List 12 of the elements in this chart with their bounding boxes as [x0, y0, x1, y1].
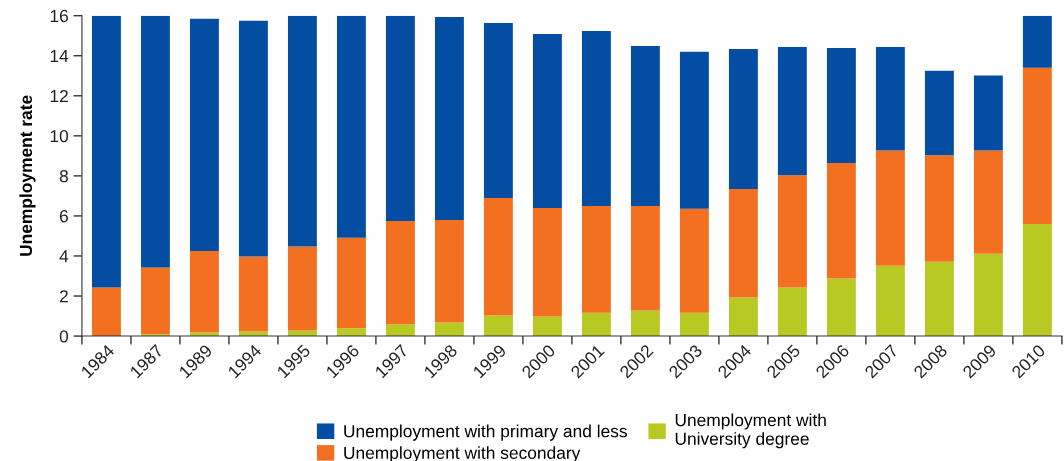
y-tick-label: 6	[59, 210, 68, 223]
y-tick-label: 4	[59, 250, 69, 263]
y-tick-label: 2	[59, 290, 68, 303]
legend-label: Unemployment with University degree	[675, 413, 826, 449]
y-tick-label: 10	[50, 129, 69, 143]
y-tick-label: 16	[50, 9, 68, 23]
y-tick-label: 8	[59, 170, 68, 183]
y-axis-title: Unemployment rate	[19, 95, 36, 256]
legend-label: Unemployment with primary and less	[344, 424, 627, 441]
y-tick-label: 14	[50, 50, 69, 63]
y-tick-label: 0	[59, 330, 69, 343]
y-tick-label: 12	[50, 89, 68, 103]
